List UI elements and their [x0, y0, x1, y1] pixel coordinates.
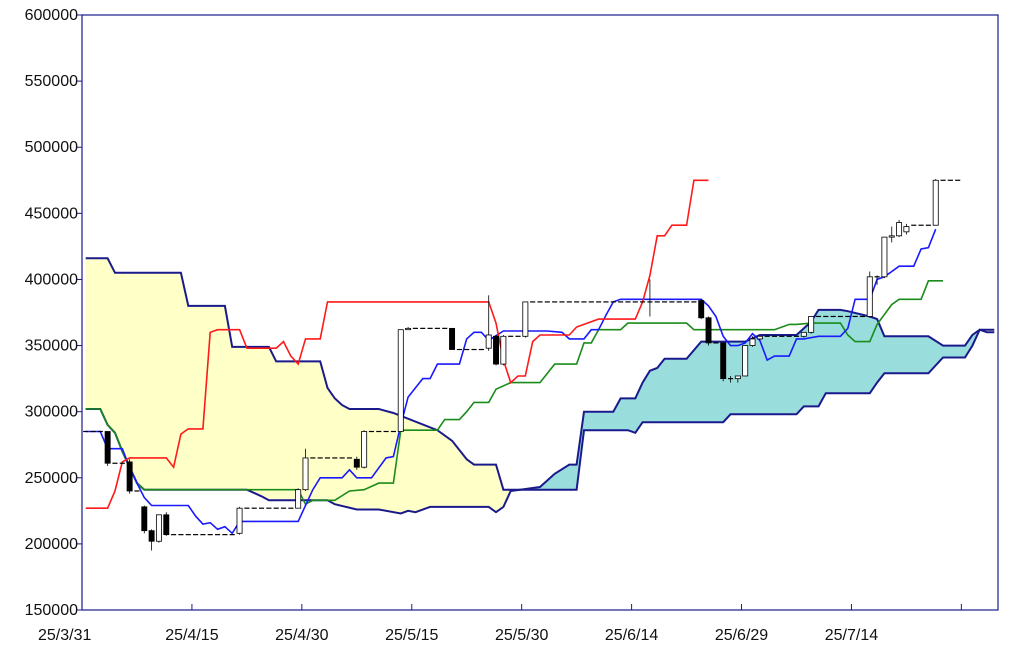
candle-body — [888, 235, 895, 238]
bearish-cloud-segment — [85, 258, 520, 514]
candle-body — [734, 375, 741, 380]
candle-body — [236, 507, 243, 534]
candle-body — [397, 329, 404, 432]
cloud-layer — [85, 258, 995, 514]
plot-frame — [81, 14, 999, 611]
y-tick-label: 350000 — [25, 338, 78, 355]
candle — [397, 329, 404, 432]
candle-body — [522, 301, 529, 337]
y-tick-label: 450000 — [25, 205, 78, 222]
candle-body — [104, 431, 111, 464]
candle-body — [808, 316, 815, 333]
candle-body — [500, 335, 507, 365]
candle-body — [148, 530, 155, 542]
candle-body — [302, 457, 309, 491]
candle-body — [155, 514, 162, 542]
candle-body — [163, 514, 170, 536]
x-tick-label: 25/5/30 — [495, 627, 548, 644]
candle-body — [405, 327, 412, 331]
candle-body — [698, 300, 705, 319]
y-tick-label: 500000 — [25, 139, 78, 156]
y-tick-label: 250000 — [25, 470, 78, 487]
candle-body — [705, 317, 712, 344]
candle — [302, 448, 309, 491]
x-tick-label: 25/3/31 — [38, 627, 91, 644]
candle-body — [896, 222, 903, 237]
y-tick-label: 550000 — [25, 73, 78, 90]
candle-body — [866, 276, 873, 317]
candle — [647, 279, 653, 317]
candle — [449, 327, 456, 350]
candle — [104, 431, 111, 466]
candle-body — [361, 431, 368, 468]
y-tick-label: 600000 — [25, 7, 78, 24]
candle — [720, 342, 727, 382]
candle — [866, 271, 873, 318]
candle — [749, 336, 756, 347]
lagging-line — [85, 179, 709, 510]
candle — [896, 219, 903, 238]
candle-body — [881, 236, 888, 278]
candle — [800, 331, 807, 338]
candle — [881, 236, 888, 279]
candle — [888, 226, 895, 243]
candlestick-layer — [83, 178, 961, 551]
candle — [698, 299, 705, 320]
candle-body — [485, 334, 492, 349]
candle — [932, 178, 939, 226]
x-tick-label: 25/5/15 — [385, 627, 438, 644]
candle — [500, 334, 507, 366]
x-tick-label: 25/4/15 — [165, 627, 218, 644]
candle — [295, 488, 302, 509]
x-tick-label: 25/4/30 — [275, 627, 328, 644]
candle-body — [353, 458, 360, 468]
candle — [361, 430, 368, 469]
candle — [874, 275, 880, 285]
candle-body — [141, 506, 148, 532]
candle — [141, 505, 148, 534]
y-axis-tick-labels: 150000 200000 250000 300000 350000 400000 4500… — [25, 7, 78, 619]
candle-body — [126, 461, 133, 492]
candle-body — [720, 342, 727, 380]
leading-span-b-line — [85, 257, 995, 491]
x-tick-label: 25/7/14 — [825, 627, 878, 644]
candle — [353, 456, 360, 470]
candle-body — [749, 338, 756, 346]
candle — [808, 316, 815, 334]
candle — [163, 512, 170, 536]
y-tick-label: 200000 — [25, 536, 78, 553]
candle-body — [295, 489, 302, 509]
candle-body — [493, 335, 499, 365]
candle — [705, 316, 712, 346]
y-tick-label: 300000 — [25, 404, 78, 421]
candle — [756, 335, 763, 341]
candle — [236, 506, 243, 535]
candle — [148, 529, 155, 551]
candle — [727, 375, 734, 383]
x-tick-label: 25/6/14 — [605, 627, 658, 644]
candle — [155, 514, 162, 543]
candle — [405, 327, 412, 331]
x-axis-tick-labels: 25/3/31 25/4/15 25/4/30 25/5/15 25/5/30 25/6/… — [38, 627, 878, 644]
candle-body — [449, 327, 456, 350]
bullish-cloud-segment — [519, 309, 980, 490]
candle — [903, 223, 910, 235]
candle — [485, 295, 492, 351]
y-tick-label: 150000 — [25, 602, 78, 619]
x-tick-label: 25/6/29 — [715, 627, 768, 644]
candle — [734, 375, 741, 383]
y-tick-label: 400000 — [25, 271, 78, 288]
candle-body — [742, 345, 749, 377]
candle-body — [800, 331, 807, 337]
candle-body — [756, 335, 763, 340]
candle-body — [903, 226, 910, 233]
candle — [493, 334, 499, 366]
candle-body — [932, 179, 939, 226]
candle — [126, 459, 133, 494]
candle — [742, 345, 749, 377]
axis-layer — [77, 14, 999, 611]
candle — [522, 301, 529, 338]
